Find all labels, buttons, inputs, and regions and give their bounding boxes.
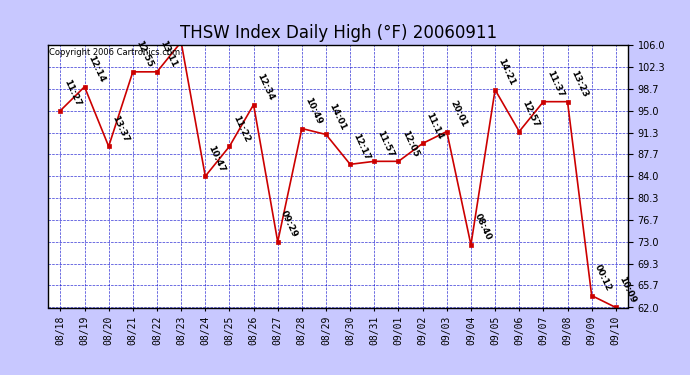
Text: 13:37: 13:37 [110,114,130,144]
Text: 10:47: 10:47 [207,144,227,174]
Text: 13:11: 13:11 [159,39,179,69]
Text: 12:55: 12:55 [135,39,155,69]
Text: 12:34: 12:34 [255,72,275,102]
Text: 10:49: 10:49 [304,96,324,126]
Title: THSW Index Daily High (°F) 20060911: THSW Index Daily High (°F) 20060911 [179,24,497,42]
Text: 11:14: 11:14 [424,111,444,141]
Text: 20:01: 20:01 [448,99,469,129]
Text: 11:22: 11:22 [231,114,251,144]
Text: 13:47: 13:47 [0,374,1,375]
Text: 08:40: 08:40 [473,213,493,242]
Text: 10:09: 10:09 [618,275,638,305]
Text: 11:57: 11:57 [376,129,396,159]
Text: 11:27: 11:27 [62,78,82,108]
Text: 13:23: 13:23 [569,69,589,99]
Text: 12:57: 12:57 [521,99,541,129]
Text: Copyright 2006 Cartronics.com: Copyright 2006 Cartronics.com [50,48,181,57]
Text: 14:01: 14:01 [328,102,348,132]
Text: 11:37: 11:37 [545,69,565,99]
Text: 14:21: 14:21 [497,57,517,87]
Text: 12:05: 12:05 [400,129,420,159]
Text: 09:29: 09:29 [279,209,299,239]
Text: 12:17: 12:17 [352,132,372,162]
Text: 00:12: 00:12 [593,263,613,293]
Text: 12:14: 12:14 [86,54,106,84]
